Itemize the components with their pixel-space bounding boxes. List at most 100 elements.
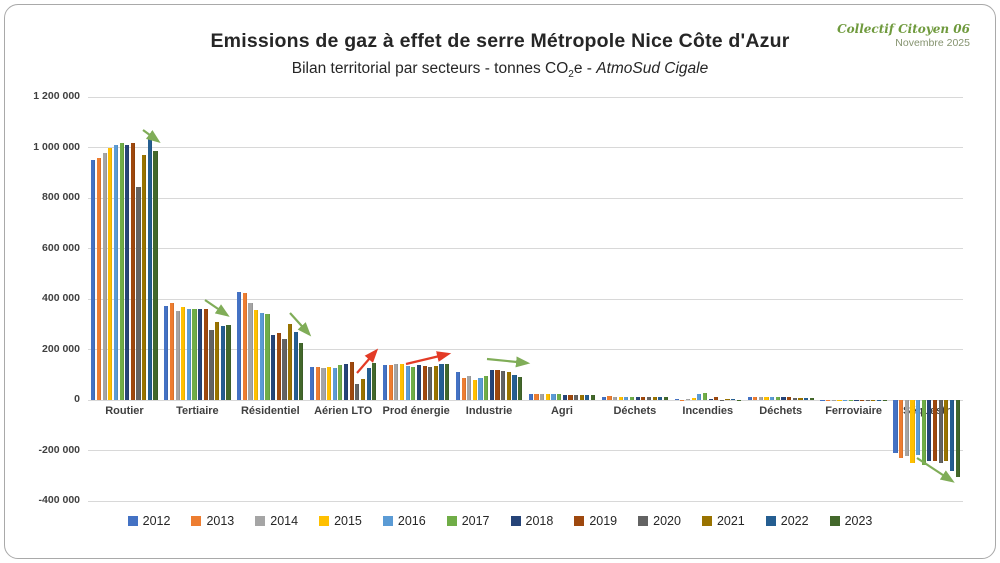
bar	[691, 398, 696, 400]
bar	[332, 367, 337, 400]
bar	[635, 397, 640, 400]
bar	[433, 365, 438, 400]
bar	[142, 155, 147, 400]
bar	[613, 397, 618, 400]
bar	[540, 394, 545, 400]
bar	[787, 397, 792, 400]
bar	[601, 396, 606, 400]
y-axis-tick-label: 400 000	[42, 292, 80, 304]
category-label: Incendies	[682, 405, 734, 417]
bar	[506, 371, 511, 400]
bar	[130, 143, 136, 400]
subtitle-source: AtmoSud Cigale	[596, 60, 709, 77]
bar	[136, 186, 141, 400]
bar	[607, 396, 612, 400]
legend-item: 2020	[638, 514, 681, 528]
bar	[355, 384, 360, 400]
bar	[528, 393, 533, 400]
legend-swatch	[319, 516, 330, 526]
bar	[467, 375, 472, 400]
bar	[663, 397, 669, 400]
bar	[927, 400, 932, 461]
bar	[416, 365, 422, 400]
gridline	[88, 450, 963, 451]
bar	[326, 367, 332, 400]
bar	[372, 362, 377, 400]
legend-item: 2022	[765, 514, 809, 528]
category-label: Ferroviaire	[825, 405, 883, 417]
bar	[175, 310, 180, 400]
subtitle-subscript: 2	[568, 69, 574, 81]
bar	[215, 321, 220, 400]
bar	[753, 397, 758, 400]
bar	[91, 160, 96, 400]
bar	[725, 399, 730, 400]
category-label: Industrie	[465, 405, 513, 417]
legend-label: 2017	[461, 514, 490, 528]
bar	[899, 400, 904, 459]
legend-label: 2019	[589, 514, 618, 528]
legend-label: 2012	[142, 514, 171, 528]
bar	[792, 397, 797, 400]
bar	[495, 369, 500, 400]
legend-swatch	[829, 516, 840, 526]
bar	[708, 399, 713, 400]
subtitle-suffix: e -	[573, 60, 597, 77]
legend-swatch	[638, 516, 649, 526]
category-label: Déchets	[759, 405, 803, 417]
bar	[259, 313, 264, 400]
legend-label: 2020	[653, 514, 681, 528]
bar	[758, 397, 764, 400]
bar	[484, 375, 489, 400]
bar	[641, 397, 646, 400]
legend-label: 2021	[716, 514, 745, 528]
y-axis-tick-label: 600 000	[42, 241, 80, 254]
bar	[321, 368, 326, 400]
bar	[282, 339, 287, 400]
y-axis-tick-label: 0	[74, 393, 80, 405]
bar	[119, 142, 124, 400]
legend-swatch	[255, 516, 266, 526]
legend-swatch	[701, 516, 712, 526]
bar	[164, 306, 169, 400]
bar	[349, 362, 354, 400]
bar	[775, 397, 780, 400]
gridline	[88, 298, 963, 300]
category-label: Résidentiel	[240, 405, 300, 417]
bar	[932, 400, 938, 462]
bar	[624, 397, 629, 400]
legend-item: 2014	[255, 514, 298, 528]
bar	[545, 394, 550, 400]
bar	[203, 309, 208, 400]
bar	[237, 292, 242, 400]
legend-swatch	[510, 516, 521, 526]
bar	[534, 394, 539, 400]
bar	[585, 395, 590, 400]
y-axis-tick-label: -200 000	[38, 443, 80, 456]
bar	[360, 379, 366, 400]
legend-swatch	[382, 516, 393, 526]
bar	[186, 308, 191, 400]
bar	[125, 145, 130, 400]
legend-label: 2015	[334, 514, 362, 528]
gridline	[88, 147, 963, 148]
gridline	[88, 96, 963, 98]
category-label: Routier	[105, 405, 144, 417]
bar	[804, 397, 809, 400]
bar	[382, 365, 388, 400]
bar	[338, 365, 343, 400]
bar	[518, 376, 523, 400]
category-label: Séquestr	[884, 405, 970, 417]
bar	[226, 325, 231, 400]
gridline	[88, 500, 963, 502]
bar	[209, 330, 214, 400]
bar	[938, 400, 943, 463]
y-axis-tick-label: 800 000	[42, 191, 80, 203]
bar	[501, 370, 506, 400]
bar	[411, 367, 416, 400]
legend-item: 2019	[574, 514, 617, 528]
bar	[944, 400, 949, 462]
bar	[153, 151, 158, 400]
